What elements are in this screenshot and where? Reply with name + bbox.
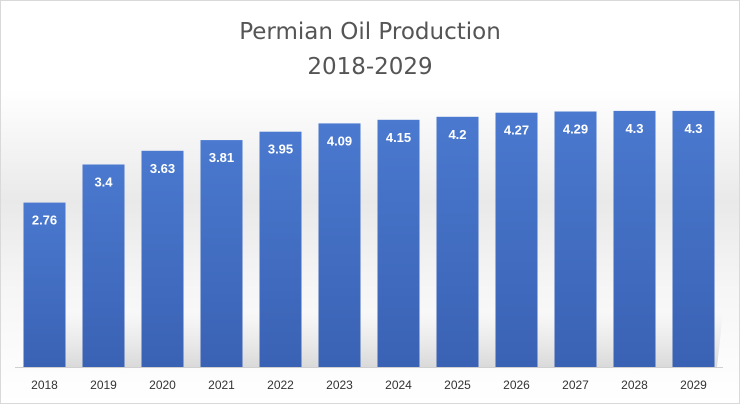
data-label-2029: 4.3 <box>684 121 702 136</box>
data-label-2021: 3.81 <box>209 150 234 165</box>
bar-2028 <box>613 110 656 368</box>
x-tick-2024: 2024 <box>385 378 412 392</box>
bar-2019 <box>82 164 125 367</box>
data-label-2023: 4.09 <box>327 133 352 148</box>
x-tick-2026: 2026 <box>503 378 530 392</box>
bar-2029 <box>672 110 715 368</box>
bar-2025 <box>436 116 479 367</box>
data-label-2022: 3.95 <box>268 142 293 157</box>
data-label-2019: 3.4 <box>94 175 113 190</box>
bar-2024 <box>377 119 420 367</box>
floor-shadow <box>23 313 723 367</box>
x-tick-2021: 2021 <box>208 378 235 392</box>
bar-2018 <box>23 202 66 367</box>
x-tick-2027: 2027 <box>562 378 589 392</box>
data-label-2018: 2.76 <box>32 213 57 228</box>
data-label-2020: 3.63 <box>150 161 175 176</box>
data-label-2028: 4.3 <box>625 121 643 136</box>
data-label-2024: 4.15 <box>386 130 411 145</box>
data-label-2027: 4.29 <box>563 122 588 137</box>
bar-2027 <box>554 111 597 367</box>
bar-2026 <box>495 112 538 367</box>
x-tick-2020: 2020 <box>149 378 176 392</box>
x-tick-2019: 2019 <box>90 378 117 392</box>
x-tick-labels: 2018 2019 2020 2021 2022 2023 2024 2025 2026 2027… <box>31 378 707 392</box>
bar-2020 <box>141 150 184 367</box>
bar-2021 <box>200 140 243 367</box>
x-tick-2029: 2029 <box>680 378 707 392</box>
bar-2022 <box>259 131 302 367</box>
x-tick-2018: 2018 <box>31 378 58 392</box>
chart-title: Permian Oil Production <box>239 19 501 45</box>
data-label-2026: 4.27 <box>504 123 529 138</box>
chart-title-block: Permian Oil Production 2018-2029 <box>1 15 739 85</box>
x-tick-2028: 2028 <box>621 378 648 392</box>
bars-layer: 2.76 3.4 3.63 3.81 3.95 4.09 4.15 4.2 4.27 4.29 4.… <box>23 110 715 368</box>
x-tick-2022: 2022 <box>267 378 294 392</box>
data-label-2025: 4.2 <box>448 127 466 142</box>
bar-2023 <box>318 123 361 368</box>
x-tick-2023: 2023 <box>326 378 353 392</box>
x-tick-2025: 2025 <box>444 378 471 392</box>
chart-subtitle: 2018-2029 <box>307 54 433 80</box>
